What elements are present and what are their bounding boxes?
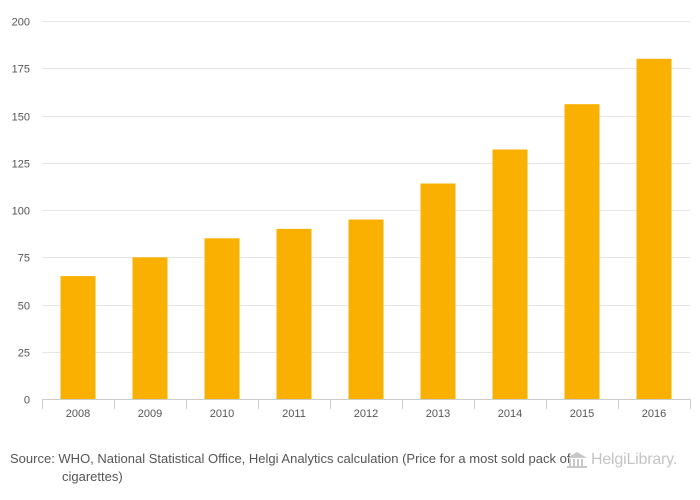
bar [492,149,528,399]
x-tick-label: 2013 [426,408,450,420]
source-note: Source: WHO, National Statistical Office… [10,451,571,484]
bar [348,219,384,399]
bar [564,104,600,399]
logo-text: HelgiLibrary. [591,451,678,468]
y-tick-label: 150 [12,112,30,124]
y-tick-label: 50 [18,301,30,313]
y-tick-label: 25 [18,348,30,360]
y-tick-label: 175 [12,64,30,76]
x-tick-label: 2009 [138,408,162,420]
y-tick-label: 0 [24,395,30,407]
x-tick-label: 2014 [498,408,522,420]
bar [132,257,168,400]
x-tick-label: 2010 [210,408,234,420]
bar-chart: 0 25 50 75 100 125 150 175 200 2008 2009 2010 2011 20… [12,17,691,420]
y-tick-label: 125 [12,159,30,171]
bar [636,58,672,400]
library-building-icon [567,452,587,468]
x-tick-label: 2011 [282,408,306,420]
helgi-library-logo: HelgiLibrary. [566,450,677,470]
bar [204,238,240,399]
y-tick-label: 100 [12,206,30,218]
bar [420,183,456,399]
x-tick-label: 2012 [354,408,378,420]
y-tick-label: 75 [18,253,30,265]
x-tick-label: 2008 [66,408,90,420]
bar [276,228,312,399]
bar [60,276,96,399]
x-tick-label: 2015 [570,408,594,420]
y-tick-label: 200 [12,17,30,29]
x-tick-label: 2016 [642,408,666,420]
